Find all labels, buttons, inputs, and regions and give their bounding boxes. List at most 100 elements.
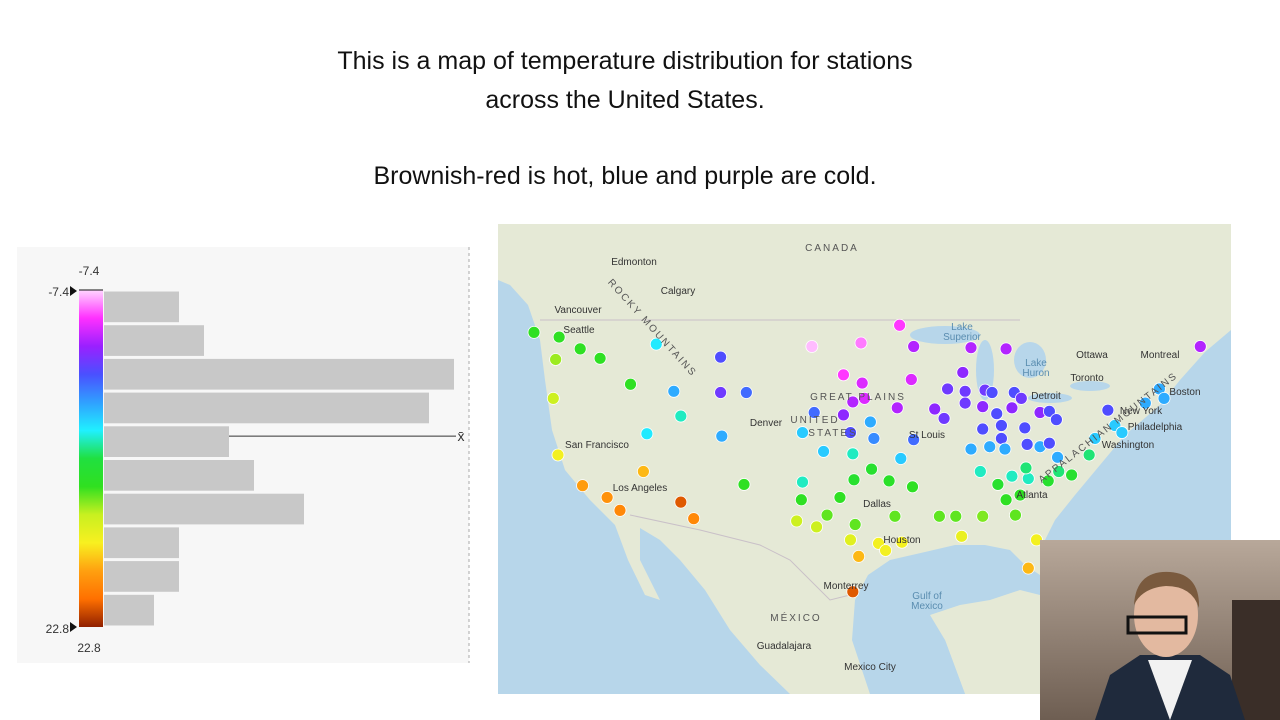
station xyxy=(1019,461,1033,475)
station xyxy=(820,508,834,522)
shirt xyxy=(1148,660,1192,720)
station xyxy=(955,529,969,543)
map-label: Guadalajara xyxy=(757,641,812,652)
lake xyxy=(1028,393,1072,403)
map-label: Huron xyxy=(1022,368,1049,379)
station xyxy=(848,518,862,531)
station xyxy=(858,391,871,405)
map-label: Vancouver xyxy=(554,305,602,316)
glasses xyxy=(1126,615,1188,635)
map-label: Los Angeles xyxy=(613,483,668,494)
map-label: Toronto xyxy=(1070,373,1104,384)
station xyxy=(600,491,614,504)
map-label: UNITED xyxy=(790,415,839,426)
marker xyxy=(70,286,77,296)
hair xyxy=(1134,571,1200,608)
station xyxy=(863,415,877,429)
bar xyxy=(104,561,179,592)
station xyxy=(1088,432,1102,445)
station xyxy=(855,376,869,390)
map-label: San Francisco xyxy=(565,440,629,451)
map-label: Monterrey xyxy=(823,581,868,592)
map-label: Detroit xyxy=(1031,391,1061,402)
station xyxy=(991,478,1005,491)
station xyxy=(1042,404,1056,418)
histogram-panel: -7.4 -7.4 22.8 22.8 x̄ xyxy=(17,247,470,663)
station xyxy=(837,408,850,422)
station xyxy=(667,384,681,398)
station xyxy=(933,509,946,523)
station xyxy=(867,432,881,445)
station xyxy=(1042,436,1056,450)
station xyxy=(1021,472,1035,485)
map-label: STATES xyxy=(808,428,857,439)
station xyxy=(958,396,972,410)
station xyxy=(807,406,821,419)
station xyxy=(593,351,607,365)
slide-text: This is a map of temperature distributio… xyxy=(337,47,912,75)
station xyxy=(998,442,1012,456)
station xyxy=(888,509,902,523)
map-label: Edmonton xyxy=(611,257,657,268)
station xyxy=(576,479,589,493)
map-label: Seattle xyxy=(563,325,595,336)
slide-text: Brownish-red is hot, blue and purple are… xyxy=(373,162,876,190)
map-label: Gulf of xyxy=(912,591,942,602)
map-label: St Louis xyxy=(909,430,945,441)
station xyxy=(714,350,728,364)
station xyxy=(956,366,970,379)
station xyxy=(613,503,627,517)
bar xyxy=(104,291,179,323)
map-label: Philadelphia xyxy=(1128,422,1183,433)
station xyxy=(1030,533,1043,547)
station xyxy=(790,514,804,528)
station xyxy=(904,373,918,386)
station xyxy=(1157,391,1171,405)
station xyxy=(995,419,1008,432)
station xyxy=(937,412,951,425)
station xyxy=(1115,426,1129,439)
face xyxy=(1134,573,1198,657)
range-label: -7.4 xyxy=(48,285,69,299)
slide-text: across the United States. xyxy=(485,86,764,114)
station xyxy=(796,426,809,439)
station xyxy=(1005,401,1019,415)
map-label: Denver xyxy=(750,418,783,429)
station xyxy=(527,325,541,339)
station xyxy=(1138,396,1152,410)
station xyxy=(941,382,954,396)
station xyxy=(1051,450,1064,464)
station xyxy=(551,448,565,462)
station xyxy=(737,478,751,491)
bar xyxy=(104,594,154,626)
station xyxy=(805,340,819,353)
map-label: Houston xyxy=(883,535,920,546)
station xyxy=(847,473,861,487)
station xyxy=(817,445,830,458)
station xyxy=(810,520,823,534)
station xyxy=(865,462,878,476)
station xyxy=(546,391,560,405)
bar xyxy=(104,358,454,390)
station xyxy=(990,407,1004,421)
stations xyxy=(527,318,1207,599)
station xyxy=(906,480,919,494)
station xyxy=(890,401,904,415)
station xyxy=(958,384,972,398)
station xyxy=(973,465,987,478)
station xyxy=(846,395,860,409)
station xyxy=(1014,391,1028,405)
station xyxy=(907,433,921,447)
station xyxy=(985,386,999,399)
station xyxy=(854,336,868,350)
station xyxy=(739,386,753,399)
station xyxy=(674,409,688,423)
station xyxy=(1005,469,1019,483)
station xyxy=(636,465,650,478)
station xyxy=(1041,474,1055,488)
border xyxy=(629,514,851,601)
station xyxy=(640,427,654,441)
station xyxy=(999,342,1013,356)
station xyxy=(1052,465,1066,478)
bar xyxy=(104,527,179,559)
